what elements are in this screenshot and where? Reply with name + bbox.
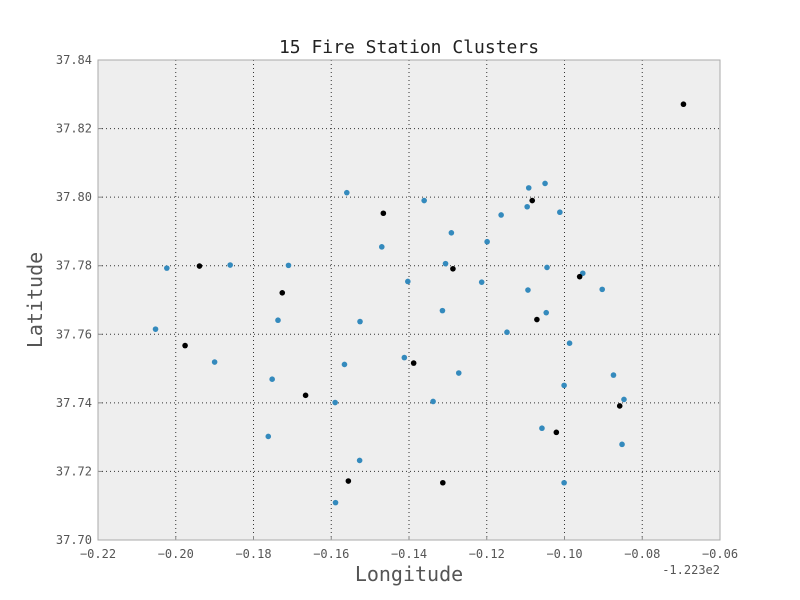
x-tick-label: −0.08 bbox=[624, 547, 660, 561]
blue-point bbox=[498, 212, 504, 218]
y-tick-label: 37.76 bbox=[56, 327, 92, 341]
blue-point bbox=[405, 278, 411, 285]
blue-point bbox=[357, 318, 363, 325]
blue-point bbox=[566, 340, 573, 347]
x-axis-offset-label: -1.223e2 bbox=[662, 563, 720, 577]
blue-point bbox=[401, 354, 408, 361]
blue-point bbox=[504, 329, 510, 336]
x-tick-label: −0.14 bbox=[391, 547, 427, 561]
blue-point bbox=[421, 197, 427, 204]
blue-point bbox=[442, 260, 449, 267]
x-tick-label: −0.12 bbox=[469, 547, 505, 561]
x-tick-label: −0.22 bbox=[80, 547, 116, 561]
black-point bbox=[196, 263, 203, 269]
black-point bbox=[345, 478, 352, 484]
blue-point bbox=[227, 262, 233, 268]
y-tick-label: 37.82 bbox=[56, 122, 92, 136]
black-point bbox=[380, 210, 387, 217]
blue-point bbox=[448, 230, 455, 236]
y-axis-label: Latitude bbox=[23, 252, 47, 348]
blue-point bbox=[269, 376, 275, 383]
black-point bbox=[410, 360, 417, 366]
y-tick-label: 37.80 bbox=[56, 190, 92, 204]
grid-lines bbox=[98, 60, 720, 540]
blue-point bbox=[265, 433, 272, 440]
blue-point bbox=[478, 279, 485, 285]
black-point bbox=[680, 101, 687, 108]
blue-point bbox=[621, 396, 627, 403]
black-point bbox=[534, 316, 540, 323]
blue-point bbox=[341, 361, 348, 368]
y-tick-label: 37.74 bbox=[56, 396, 92, 410]
x-axis-label: Longitude bbox=[355, 562, 463, 586]
y-tick-label: 37.70 bbox=[56, 533, 92, 547]
blue-point bbox=[525, 287, 531, 293]
black-point bbox=[553, 429, 560, 436]
blue-point bbox=[275, 317, 281, 324]
black-point bbox=[440, 479, 446, 486]
blue-point bbox=[543, 309, 550, 316]
x-tick-label: −0.18 bbox=[235, 547, 271, 561]
data-points bbox=[152, 101, 687, 506]
blue-point bbox=[539, 425, 545, 432]
blue-point bbox=[525, 185, 532, 191]
plot-border bbox=[97, 59, 721, 541]
blue-point bbox=[561, 382, 567, 389]
blue-point bbox=[285, 262, 292, 269]
blue-point bbox=[455, 370, 462, 376]
blue-point bbox=[619, 441, 625, 448]
black-point bbox=[576, 273, 583, 280]
blue-point bbox=[356, 457, 363, 464]
x-tick-label: −0.10 bbox=[546, 547, 582, 561]
x-tick-label: −0.20 bbox=[158, 547, 194, 561]
y-tick-label: 37.72 bbox=[56, 464, 92, 478]
blue-point bbox=[378, 244, 385, 250]
black-point bbox=[450, 266, 456, 272]
blue-point bbox=[484, 238, 490, 245]
blue-point bbox=[332, 399, 338, 406]
blue-point bbox=[332, 499, 339, 506]
black-point bbox=[182, 342, 188, 349]
chart-title: 15 Fire Station Clusters bbox=[279, 37, 539, 58]
black-point bbox=[302, 392, 309, 399]
blue-point bbox=[610, 372, 617, 378]
x-tick-label: −0.16 bbox=[313, 547, 349, 561]
axes: −0.22 −0.20 −0.18 −0.16 −0.14 −0.12 −0.10 −0.08… bbox=[56, 53, 738, 561]
blue-point bbox=[561, 479, 567, 486]
blue-point bbox=[164, 265, 170, 271]
blue-point bbox=[430, 398, 436, 405]
blue-point bbox=[599, 286, 606, 293]
blue-point bbox=[211, 359, 218, 365]
blue-point bbox=[544, 264, 550, 271]
blue-point bbox=[542, 180, 548, 187]
black-point bbox=[279, 290, 286, 296]
y-tick-label: 37.78 bbox=[56, 259, 92, 273]
blue-point bbox=[557, 209, 563, 216]
black-point bbox=[616, 403, 623, 409]
blue-point bbox=[524, 203, 530, 210]
y-tick-label: 37.84 bbox=[56, 53, 92, 67]
blue-point bbox=[344, 189, 350, 196]
black-point bbox=[529, 197, 536, 204]
blue-point bbox=[152, 326, 159, 332]
x-tick-label: −0.06 bbox=[702, 547, 738, 561]
blue-point bbox=[439, 307, 446, 314]
